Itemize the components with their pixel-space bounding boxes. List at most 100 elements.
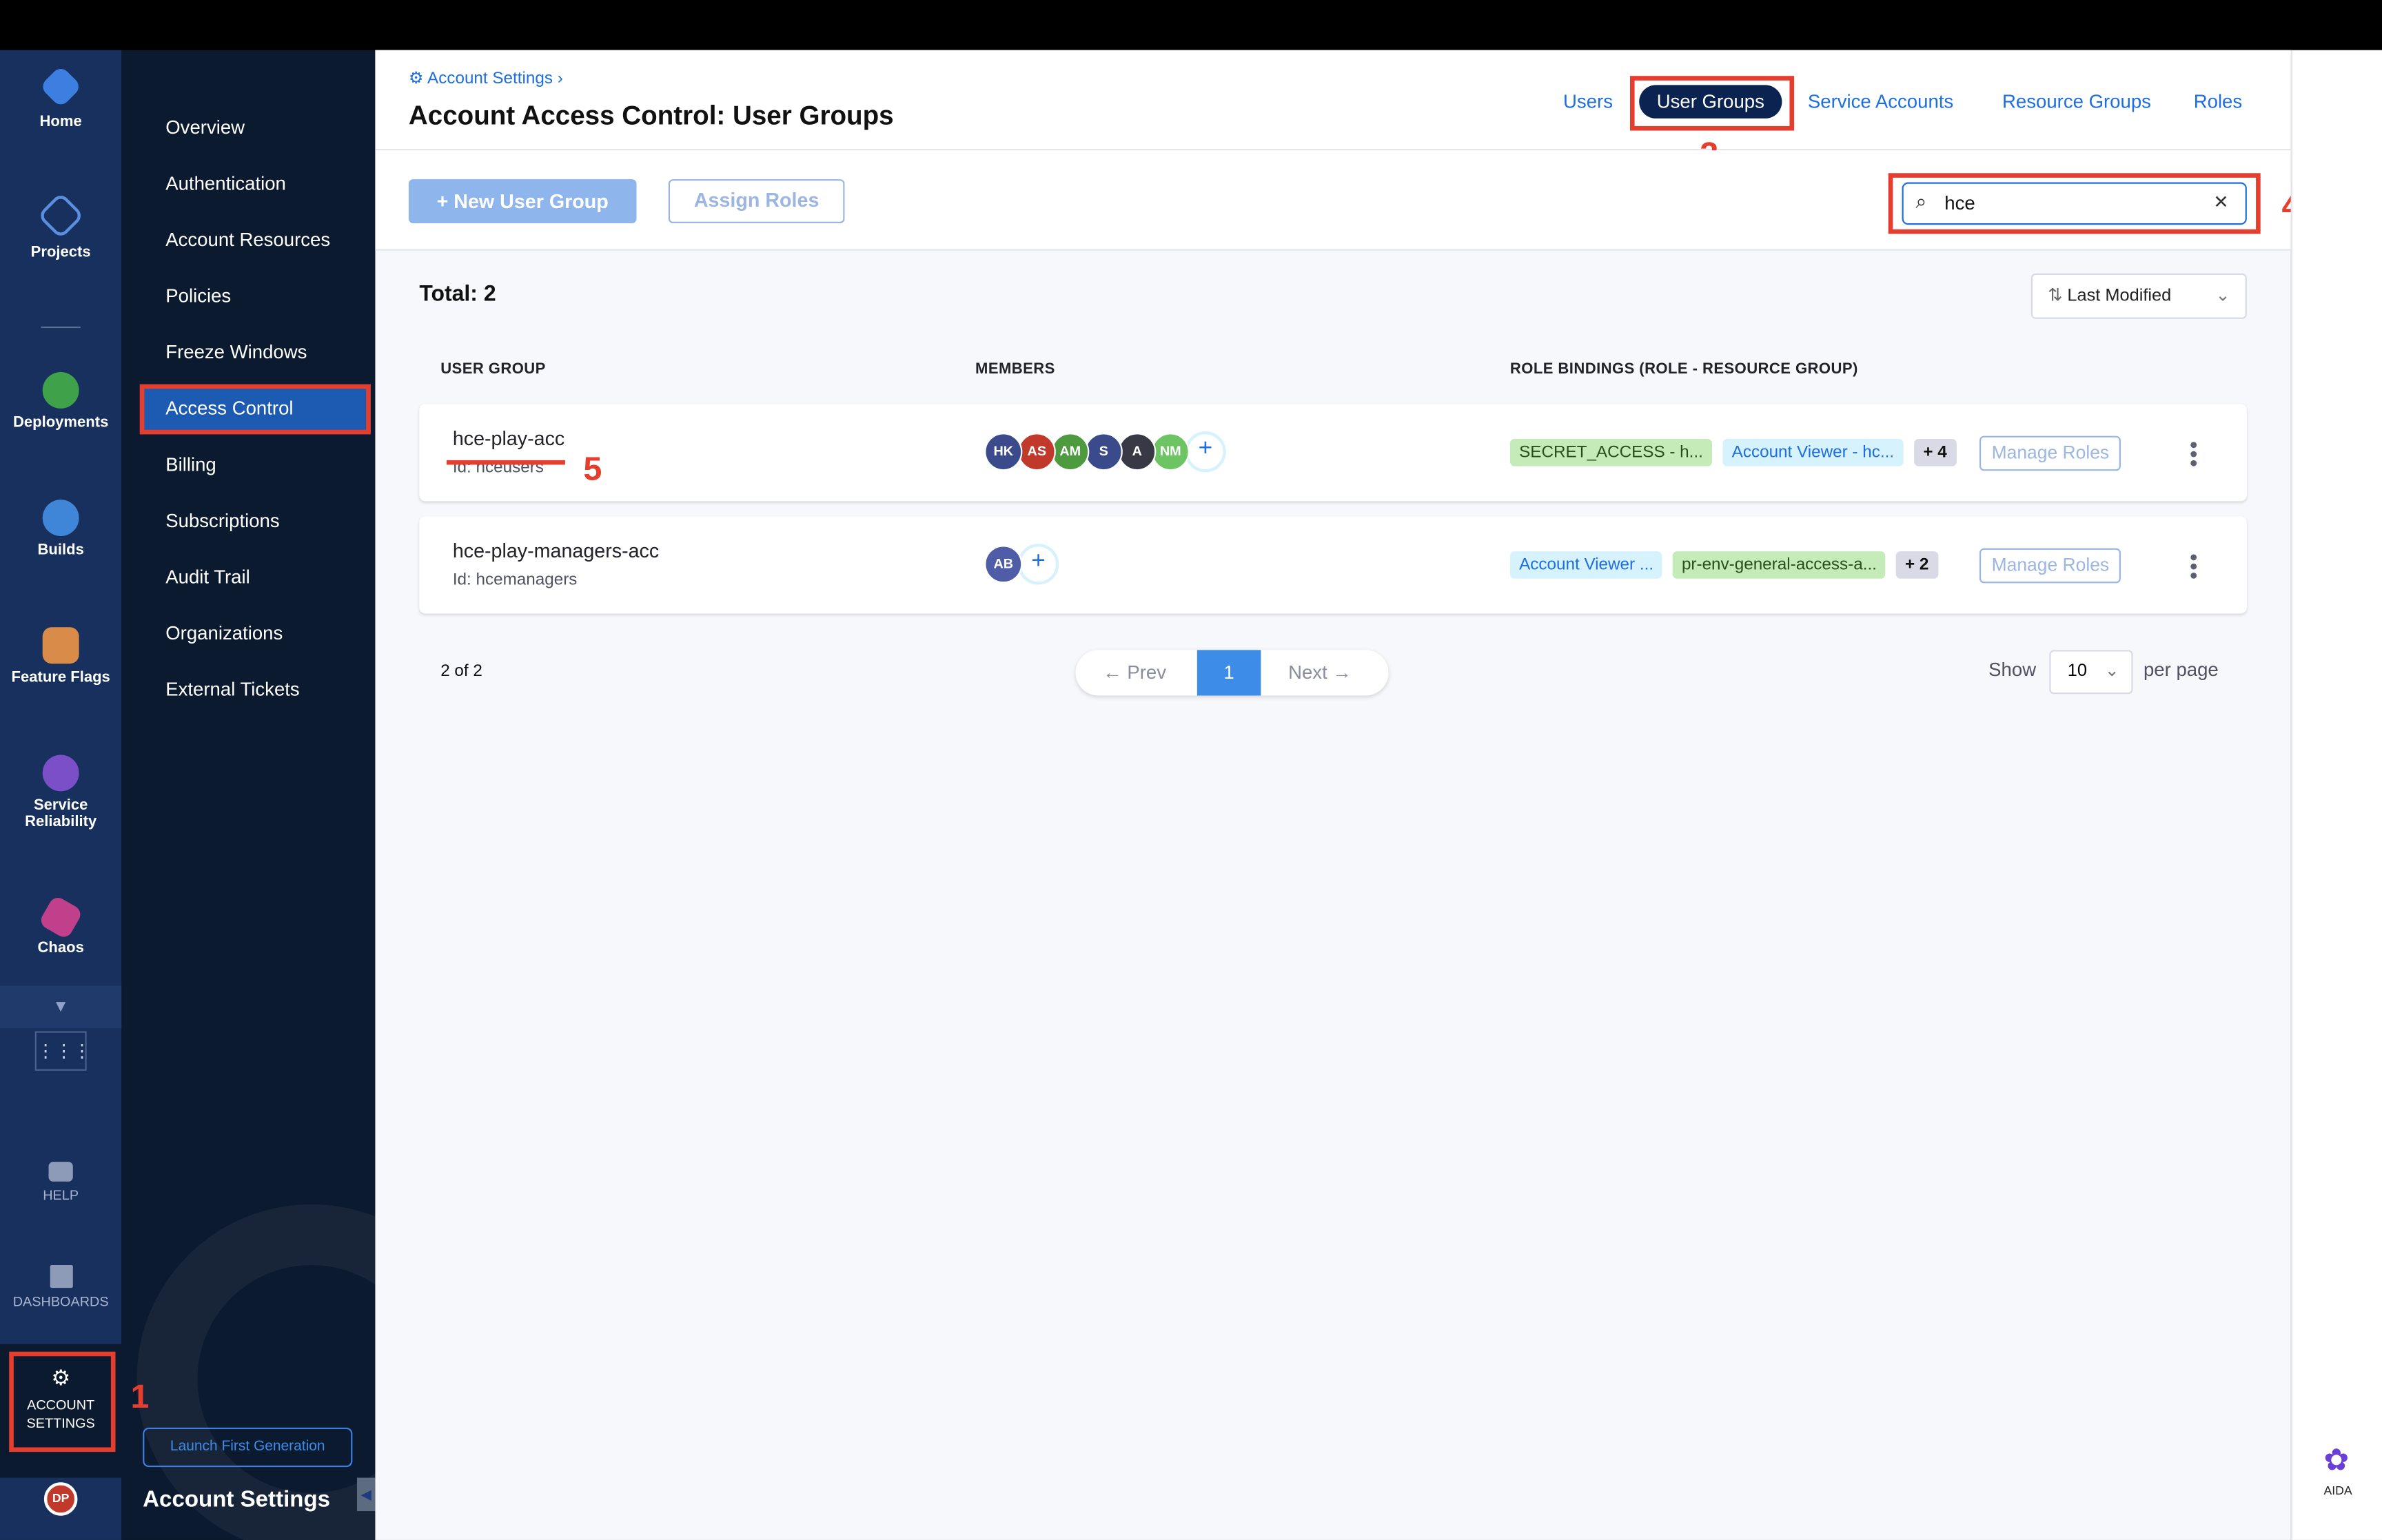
nav-label: HELP <box>43 1187 79 1203</box>
nav-projects[interactable]: Projects <box>0 192 121 262</box>
nav-service-reliability[interactable]: Service Reliability <box>0 754 121 831</box>
nav-label: Feature Flags <box>11 670 110 687</box>
service-reliability-icon <box>42 754 79 792</box>
nav-feature-flags[interactable]: Feature Flags <box>0 627 121 686</box>
tab-users[interactable]: Users <box>1563 91 1613 113</box>
account-settings-menu: Overview Authentication Account Resources P… <box>121 50 376 1540</box>
help-icon <box>48 1162 73 1182</box>
add-member-icon[interactable]: + <box>1185 431 1226 473</box>
grid-icon[interactable]: ⋮⋮⋮ <box>34 1031 91 1071</box>
column-header-members: MEMBERS <box>975 361 1055 378</box>
annotation-box-3 <box>1629 76 1795 131</box>
sub-nav-item[interactable]: Billing <box>165 454 216 475</box>
nav-label: Builds <box>37 542 84 559</box>
collapse-icon[interactable]: ◀ <box>356 1477 376 1512</box>
table-row[interactable]: hce-play-acc Id: hceusers HK AS AM S A NM + SECR… <box>419 404 2247 502</box>
divider <box>41 326 81 329</box>
sub-nav-item[interactable]: Authentication <box>165 173 286 195</box>
more-options-icon[interactable] <box>2190 554 2197 582</box>
nav-help[interactable]: HELP <box>0 1162 121 1203</box>
launch-first-generation-button[interactable]: Launch First Generation <box>143 1427 353 1468</box>
column-header-role-bindings: ROLE BINDINGS (ROLE - RESOURCE GROUP) <box>1509 361 1858 378</box>
assign-roles-button[interactable]: Assign Roles <box>668 179 845 224</box>
nav-label: Chaos <box>37 940 84 957</box>
member-avatar[interactable]: NM <box>1151 433 1190 471</box>
nav-account-settings[interactable]: ⚙ ACCOUNT SETTINGS <box>0 1344 122 1478</box>
manage-roles-button[interactable]: Manage Roles <box>1979 548 2121 584</box>
tab-roles[interactable]: Roles <box>2193 91 2243 113</box>
sub-nav-item[interactable]: Organizations <box>165 622 283 644</box>
prev-button[interactable]: ← Prev <box>1103 661 1167 684</box>
sub-nav-item[interactable]: Overview <box>165 116 245 138</box>
per-page-dropdown[interactable]: 10 ⌄ <box>2049 650 2133 695</box>
member-avatar[interactable]: AS <box>1017 433 1056 471</box>
aida-label: AIDA <box>2323 1483 2352 1498</box>
tab-resource-groups[interactable]: Resource Groups <box>2002 91 2151 113</box>
table-row[interactable]: hce-play-managers-acc Id: hcemanagers AB +… <box>419 516 2247 614</box>
total-count: Total: 2 <box>419 282 496 307</box>
member-avatar[interactable]: S <box>1084 433 1123 471</box>
clear-icon[interactable]: ✕ <box>2213 191 2229 213</box>
chevron-down-icon[interactable]: ▼ <box>0 985 122 1029</box>
tab-service-accounts[interactable]: Service Accounts <box>1807 91 1954 113</box>
chevron-down-icon: ⌄ <box>2215 287 2230 306</box>
nav-dashboards[interactable]: DASHBOARDS <box>0 1265 121 1309</box>
sub-nav-item[interactable]: Subscriptions <box>165 510 280 532</box>
pagination-count: 2 of 2 <box>440 661 482 681</box>
pagination: ← Prev 1 Next → <box>1075 650 1389 696</box>
nav-chaos[interactable]: Chaos <box>0 894 121 957</box>
breadcrumb[interactable]: ⚙ Account Settings › <box>408 70 563 88</box>
member-avatar[interactable]: AM <box>1051 433 1090 471</box>
feature-flags-icon <box>42 627 79 664</box>
chaos-icon <box>38 894 84 941</box>
aida-icon[interactable]: ✿ <box>2323 1444 2350 1478</box>
chevron-down-icon: ⌄ <box>2104 661 2119 681</box>
sub-nav-item[interactable]: Account Resources <box>165 229 331 251</box>
role-binding-tag[interactable]: + 4 <box>1914 438 1957 466</box>
sort-dropdown[interactable]: ⇅ Last Modified ⌄ <box>2030 273 2247 319</box>
column-header-user-group: USER GROUP <box>440 361 546 378</box>
sub-nav-item[interactable]: Access Control <box>139 384 371 435</box>
nav-label: Projects <box>30 244 91 262</box>
new-user-group-button[interactable]: + New User Group <box>408 179 637 224</box>
harness-logo-icon <box>39 65 83 108</box>
member-avatar[interactable]: HK <box>984 433 1023 471</box>
breadcrumb-link[interactable]: Account Settings <box>427 70 553 88</box>
annotation-box-1 <box>9 1351 116 1452</box>
tab-user-groups[interactable]: User Groups <box>1639 85 1782 119</box>
manage-roles-button[interactable]: Manage Roles <box>1979 435 2121 471</box>
nav-builds[interactable]: Builds <box>0 500 121 559</box>
sub-nav-item[interactable]: Policies <box>165 285 232 307</box>
sub-nav-item[interactable]: Freeze Windows <box>165 341 307 363</box>
per-page-value: 10 <box>2067 661 2087 681</box>
right-rail: ✿ AIDA <box>2290 50 2382 1540</box>
add-member-icon[interactable]: + <box>1017 544 1059 585</box>
role-binding-tag[interactable]: Account Viewer - hc... <box>1722 438 1904 466</box>
sort-icon: ⇅ <box>2048 287 2063 306</box>
nav-deployments[interactable]: Deployments <box>0 372 121 431</box>
role-binding-tag[interactable]: Account Viewer ... <box>1509 551 1663 579</box>
role-binding-tag[interactable]: pr-env-general-access-a... <box>1672 551 1886 579</box>
nav-label: Service Reliability <box>25 797 97 831</box>
sub-nav-item[interactable]: Audit Trail <box>165 566 250 588</box>
group-name: hce-play-acc <box>452 427 565 450</box>
dashboards-icon <box>49 1265 72 1289</box>
page-1-button[interactable]: 1 <box>1197 650 1261 696</box>
group-name: hce-play-managers-acc <box>452 539 660 562</box>
role-binding-tag[interactable]: + 2 <box>1895 551 1938 579</box>
member-avatar[interactable]: A <box>1118 433 1157 471</box>
nav-home[interactable]: Home <box>0 65 121 131</box>
more-options-icon[interactable] <box>2190 442 2197 469</box>
annotation-underline-5 <box>447 460 565 465</box>
search-icon: ⌕ <box>1915 189 1927 213</box>
user-avatar[interactable]: DP <box>43 1482 78 1516</box>
role-binding-tag[interactable]: SECRET_ACCESS - h... <box>1509 438 1713 466</box>
sub-nav-item[interactable]: External Tickets <box>165 679 300 701</box>
annotation-box-4 <box>1888 173 2261 234</box>
show-label: Show <box>1988 659 2037 681</box>
next-button[interactable]: Next → <box>1288 661 1352 684</box>
left-nav: Home Projects Deployments Builds Feature… <box>0 50 122 1540</box>
member-avatar[interactable]: AB <box>984 545 1023 584</box>
search-input[interactable]: ⌕ hce ✕ <box>1902 182 2247 225</box>
